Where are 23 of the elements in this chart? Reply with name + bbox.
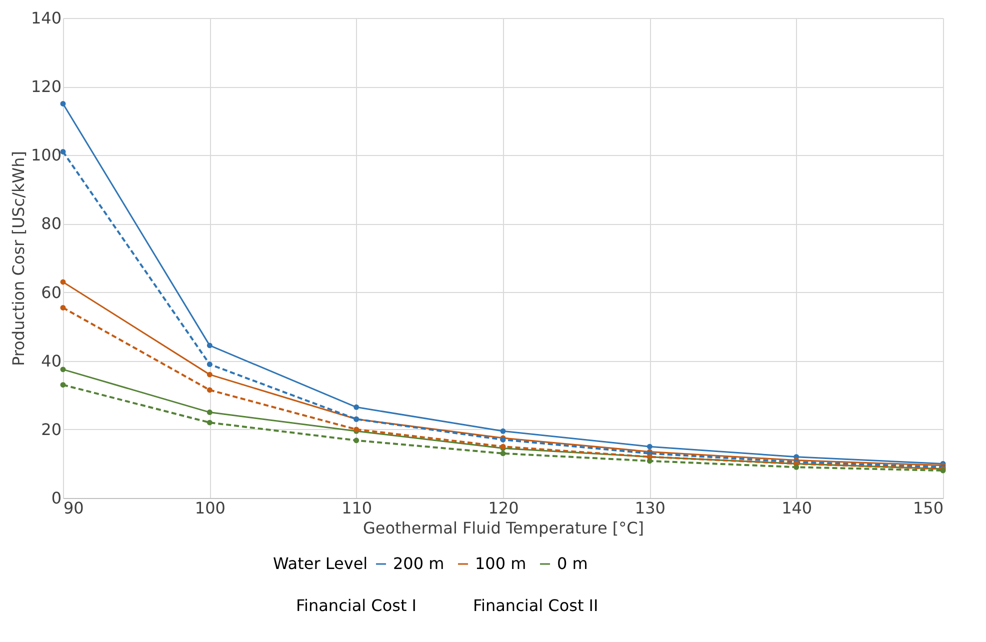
legend-label: 100 m [475,554,526,573]
y-axis-title: Production Cosr [USc/kWh] [8,151,28,366]
text: Financial Cost I [296,596,417,615]
y-tick-label: 40 [41,351,62,370]
y-tick-label: 140 [30,8,62,28]
y-tick-label: 80 [41,214,62,234]
x-tick-label: 130 [634,498,666,518]
legend-title: Water Level [273,554,368,573]
x-tick-label: 100 [194,498,226,518]
text: Financial Cost II [473,596,598,615]
x-tick-label: 140 [782,498,812,518]
x-axis-title: Geothermal Fluid Temperature [°C] [362,518,644,538]
legend-label: 200 m [393,554,444,573]
x-tick-label: 120 [488,498,519,518]
y-tick-label: 60 [41,282,62,302]
y-tick-label: 120 [30,77,62,96]
y-tick-label: 0 [51,488,62,508]
y-tick-label: 100 [30,146,62,165]
x-tick-label: 150 [912,498,944,518]
y-tick-label: 20 [41,420,62,439]
x-tick-label: 90 [64,498,84,518]
x-tick-label: 110 [342,498,372,518]
legend-label: 0 m [557,554,588,573]
